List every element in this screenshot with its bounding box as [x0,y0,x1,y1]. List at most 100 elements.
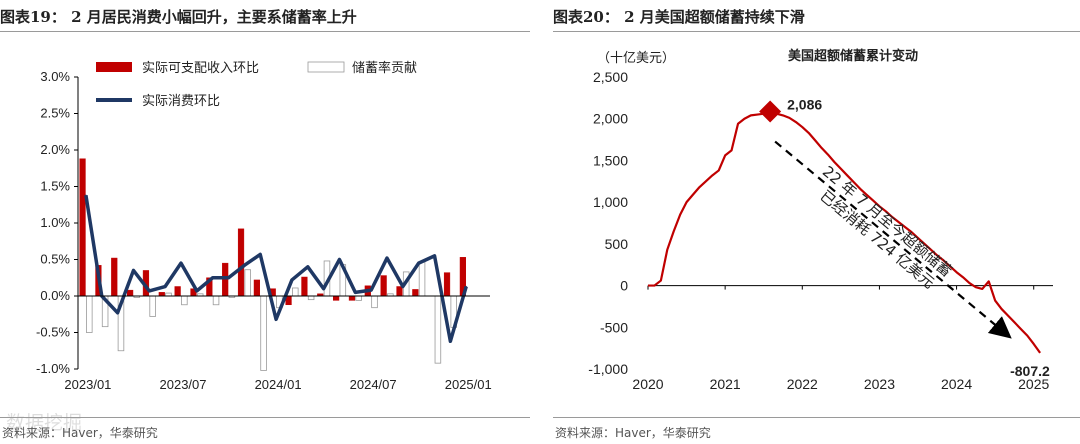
consumption-point [227,277,230,279]
income-bar [301,276,308,297]
right-y-tick-label: 0 [620,278,628,294]
consumption-point [323,288,325,290]
decline-arrow [774,140,1012,339]
saving-rate-bar [418,261,426,297]
consumption-point [243,264,245,266]
right-x-tick-label: 2022 [787,376,818,392]
peak-value-label: 2,086 [787,97,822,113]
consumption-point [117,312,119,314]
left-x-tick-label: 2025/01 [445,377,492,392]
right-x-tick-label: 2020 [632,376,663,392]
saving-rate-bar [212,295,220,306]
saving-rate-bar [355,295,362,301]
left-y-tick-label: -0.5% [36,325,70,340]
consumption-point [370,289,372,291]
legend-consumption-label: 实际消费环比 [142,94,220,109]
right-x-tick-label: 2021 [710,376,741,392]
consumption-point [275,318,277,320]
saving-rate-bar [149,295,156,317]
consumption-point [354,291,356,293]
saving-rate-bar [181,295,188,306]
left-y-tick-label: 2.5% [40,106,70,121]
right-chart: （十亿美元） 美国超额储蓄累计变动 -1,000 -500 0 500 1,000 1,500… [588,48,1053,392]
left-source-note: 资料来源：Haver，华泰研究 [2,426,158,440]
right-y-tick-label: -1,000 [588,361,628,377]
consumption-point [418,262,420,264]
consumption-point [164,285,166,288]
consumption-point [212,277,214,279]
end-value-label: -807.2 [1010,363,1050,379]
income-bar [253,279,260,297]
right-y-tick-label: 2,000 [593,111,628,127]
legend-saving-label: 储蓄率贡献 [352,60,417,76]
left-x-tick-label: 2024/07 [350,377,397,392]
right-x-tick-label: 2023 [864,376,895,392]
left-x-tick-label: 2023/07 [160,377,207,392]
income-bar [380,275,387,297]
income-bar [127,289,134,297]
left-y-tick-label: -1.0% [36,361,70,376]
left-x-tick-label: 2023/01 [64,377,111,392]
income-bar [237,228,245,297]
consumption-point [196,290,198,292]
arrow-annotation-line1: 22 年 7 月至今超额储蓄 [819,162,956,280]
consumption-point [180,262,182,264]
consumption-point [402,285,404,288]
saving-rate-bar [292,287,299,297]
income-bar [79,158,86,297]
consumption-point [465,285,467,288]
left-y-tick-label: 0.0% [40,288,70,303]
saving-rate-bar [86,295,93,333]
income-bar [348,295,356,301]
consumption-point [85,194,87,196]
right-y-tick-label: 1,500 [593,152,628,168]
consumption-point [338,258,341,261]
consumption-point [291,279,293,281]
consumption-point [132,269,135,272]
right-x-tick-label: 2025 [1018,376,1049,392]
left-chart-title: 图表19： 2 月居民消费小幅回升，主要系储蓄率上升 [0,8,357,26]
left-y-tick-label: 2.0% [40,142,70,157]
left-y-tick-label: 1.0% [40,215,70,230]
right-y-tick-label: 500 [605,236,629,252]
consumption-point [386,257,388,259]
right-y-tick-label: -500 [600,319,628,335]
saving-rate-bar [371,295,378,309]
right-bottom-rule [553,417,1080,418]
left-x-tick-label: 2024/01 [255,377,302,392]
legend-saving-swatch [307,61,345,73]
left-top-rule [0,31,530,32]
income-bar [111,257,118,297]
legend-income-swatch [96,62,132,72]
left-chart: -1.0% -0.5% 0.0% 0.5% 1.0% 1.5% 2.0% 2.5% 3.0% 20… [36,60,492,392]
income-bar [158,292,165,297]
right-y-tick-label: 2,500 [593,69,628,85]
consumption-point [449,340,451,342]
left-y-tick-label: 0.5% [40,252,70,267]
legend-income-label: 实际可支配收入环比 [142,61,259,76]
right-source-note: 资料来源：Haver，华泰研究 [555,426,711,440]
right-top-rule [553,31,1080,32]
saving-rate-bar [260,295,267,371]
income-bar [443,272,451,297]
consumption-point [433,255,436,257]
consumption-point [307,266,309,268]
left-panel: 图表19： 2 月居民消费小幅回升，主要系储蓄率上升 -1.0% -0.5% 0.0… [0,0,530,444]
left-y-tick-label: 1.5% [40,179,70,194]
consumption-point [259,253,261,255]
left-y-tick-label: 3.0% [40,69,70,84]
saving-rate-bar [307,295,315,301]
right-chart-title: 图表20： 2 月美国超额储蓄持续下滑 [553,8,805,26]
excess-savings-line [648,110,1042,354]
income-bar [412,289,419,297]
peak-marker [759,100,782,123]
right-y-tick-label: 1,000 [593,194,628,210]
income-bar [333,295,340,301]
income-bar [396,286,403,297]
right-inner-title: 美国超额储蓄累计变动 [788,48,918,64]
right-x-tick-label: 2024 [941,376,972,392]
income-bar [174,286,181,297]
saving-rate-bar [434,295,442,364]
right-unit-label: （十亿美元） [597,51,675,66]
right-panel: 图表20： 2 月美国超额储蓄持续下滑 （十亿美元） 美国超额储蓄累计变动 -1,0… [553,0,1080,444]
